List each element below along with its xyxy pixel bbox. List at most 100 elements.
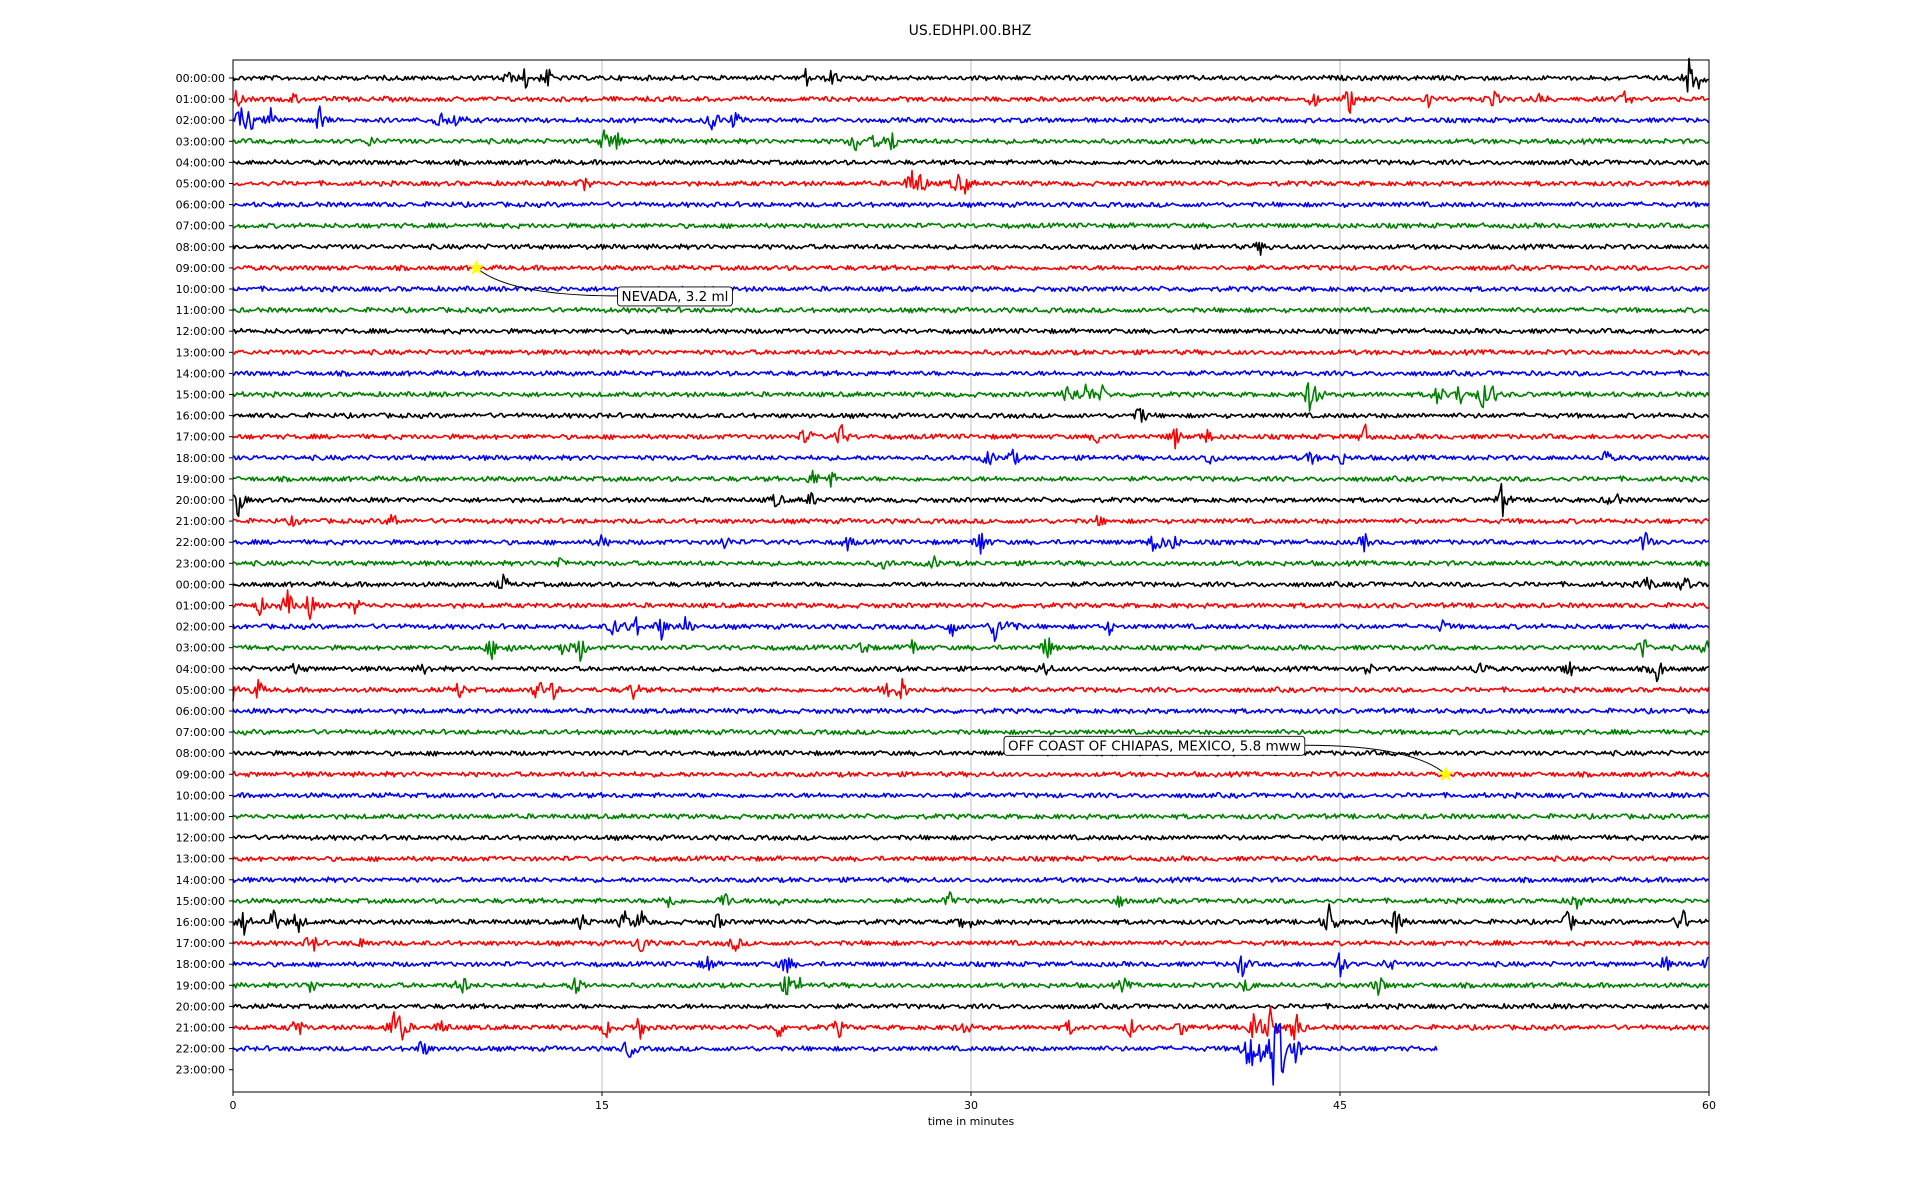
annotation-label-1: OFF COAST OF CHIAPAS, MEXICO, 5.8 mww [1008,738,1301,754]
trace-row-23 [232,555,1710,570]
y-tick-label-27: 03:00:00 [176,642,225,655]
y-tick-label-34: 10:00:00 [176,789,225,802]
y-tick-label-18: 18:00:00 [176,452,225,465]
y-tick-label-2: 02:00:00 [176,114,225,127]
y-tick-label-23: 23:00:00 [176,557,225,570]
y-tick-label-47: 23:00:00 [176,1064,225,1077]
y-tick-label-31: 07:00:00 [176,726,225,739]
y-tick-label-29: 05:00:00 [176,684,225,697]
y-tick-label-16: 16:00:00 [176,410,225,423]
y-tick-label-1: 01:00:00 [176,93,225,106]
y-tick-label-21: 21:00:00 [176,515,225,528]
x-tick-label-3: 45 [1333,1099,1347,1112]
y-tick-label-36: 12:00:00 [176,832,225,845]
trace-row-43 [232,976,1709,996]
trace-row-37 [232,855,1710,863]
trace-row-30 [232,707,1710,715]
annotation-connector-0 [476,267,618,297]
x-axis-label: time in minutes [928,1115,1015,1128]
trace-row-31 [232,728,1710,736]
y-tick-label-25: 01:00:00 [176,600,225,613]
y-tick-label-43: 19:00:00 [176,979,225,992]
y-tick-label-15: 15:00:00 [176,389,225,402]
trace-row-15 [232,382,1710,412]
y-tick-labels: 00:00:00 01:00:00 02:00:00 03:00:00 04:00:00… [176,72,233,1077]
plot-frame [232,59,1710,1093]
trace-row-27 [233,637,1710,662]
y-tick-label-8: 08:00:00 [176,241,225,254]
trace-row-10 [232,285,1710,293]
trace-row-0 [232,57,1709,93]
trace-row-35 [232,813,1710,820]
trace-row-7 [232,222,1710,230]
x-tick-label-2: 30 [964,1099,978,1112]
y-tick-label-19: 19:00:00 [176,473,225,486]
y-tick-label-28: 04:00:00 [176,663,225,676]
trace-row-33 [232,770,1710,778]
y-tick-label-26: 02:00:00 [176,621,225,634]
seismic-traces [232,57,1710,1086]
y-tick-label-17: 17:00:00 [176,431,225,444]
trace-row-4 [232,158,1709,166]
event-annotations: NEVADA, 3.2 ml OFF COAST OF CHIAPAS, MEXI… [468,259,1454,782]
trace-row-32 [232,749,1710,757]
trace-row-28 [232,661,1709,683]
y-tick-label-20: 20:00:00 [176,494,225,507]
x-tick-label-1: 15 [595,1099,609,1112]
trace-row-12 [232,327,1709,335]
y-tick-label-3: 03:00:00 [176,135,225,148]
y-tick-label-6: 06:00:00 [176,199,225,212]
trace-row-22 [232,531,1709,555]
x-tick-labels: 0 15 30 45 60 [230,1092,1716,1112]
y-tick-label-46: 22:00:00 [176,1043,225,1056]
trace-row-36 [232,834,1710,842]
y-tick-label-4: 04:00:00 [176,156,225,169]
trace-row-13 [232,348,1710,356]
trace-row-18 [232,448,1710,466]
y-tick-label-0: 00:00:00 [176,72,225,85]
y-tick-label-5: 05:00:00 [176,178,225,191]
y-tick-label-41: 17:00:00 [176,937,225,950]
trace-row-46 [232,1022,1438,1086]
trace-row-5 [232,169,1710,195]
y-tick-label-33: 09:00:00 [176,768,225,781]
trace-row-2 [232,105,1710,131]
y-tick-label-7: 07:00:00 [176,220,225,233]
annotation-1: OFF COAST OF CHIAPAS, MEXICO, 5.8 mww [1003,735,1454,782]
trace-row-34 [232,791,1710,799]
y-tick-label-24: 00:00:00 [176,578,225,591]
y-tick-label-44: 20:00:00 [176,1000,225,1013]
y-tick-label-45: 21:00:00 [176,1022,225,1035]
trace-row-41 [232,936,1710,953]
trace-row-39 [232,891,1710,910]
y-tick-label-9: 09:00:00 [176,262,225,275]
trace-row-16 [232,407,1710,423]
y-tick-label-38: 14:00:00 [176,874,225,887]
x-tick-label-0: 0 [230,1099,237,1112]
annotation-box-0 [617,286,733,307]
y-tick-label-10: 10:00:00 [176,283,225,296]
y-tick-label-37: 13:00:00 [176,853,225,866]
y-tick-label-14: 14:00:00 [176,367,225,380]
trace-row-45 [232,1006,1710,1041]
trace-row-21 [232,513,1709,528]
annotation-connector-1 [1304,744,1447,775]
trace-row-26 [232,616,1710,642]
y-tick-label-12: 12:00:00 [176,325,225,338]
trace-row-17 [232,423,1709,450]
trace-row-8 [232,241,1709,256]
chart-title: US.EDHPI.00.BHZ [909,23,1032,39]
trace-row-14 [232,369,1709,377]
trace-row-19 [232,469,1710,488]
y-tick-label-30: 06:00:00 [176,705,225,718]
annotation-box-1 [1003,735,1306,756]
trace-row-20 [232,482,1709,518]
y-tick-label-32: 08:00:00 [176,747,225,760]
annotation-0: NEVADA, 3.2 ml [468,259,733,307]
annotation-star-1 [1437,765,1454,782]
annotation-star-0 [468,259,485,275]
trace-row-40 [232,903,1709,936]
trace-row-6 [232,201,1710,209]
trace-row-11 [232,306,1709,314]
